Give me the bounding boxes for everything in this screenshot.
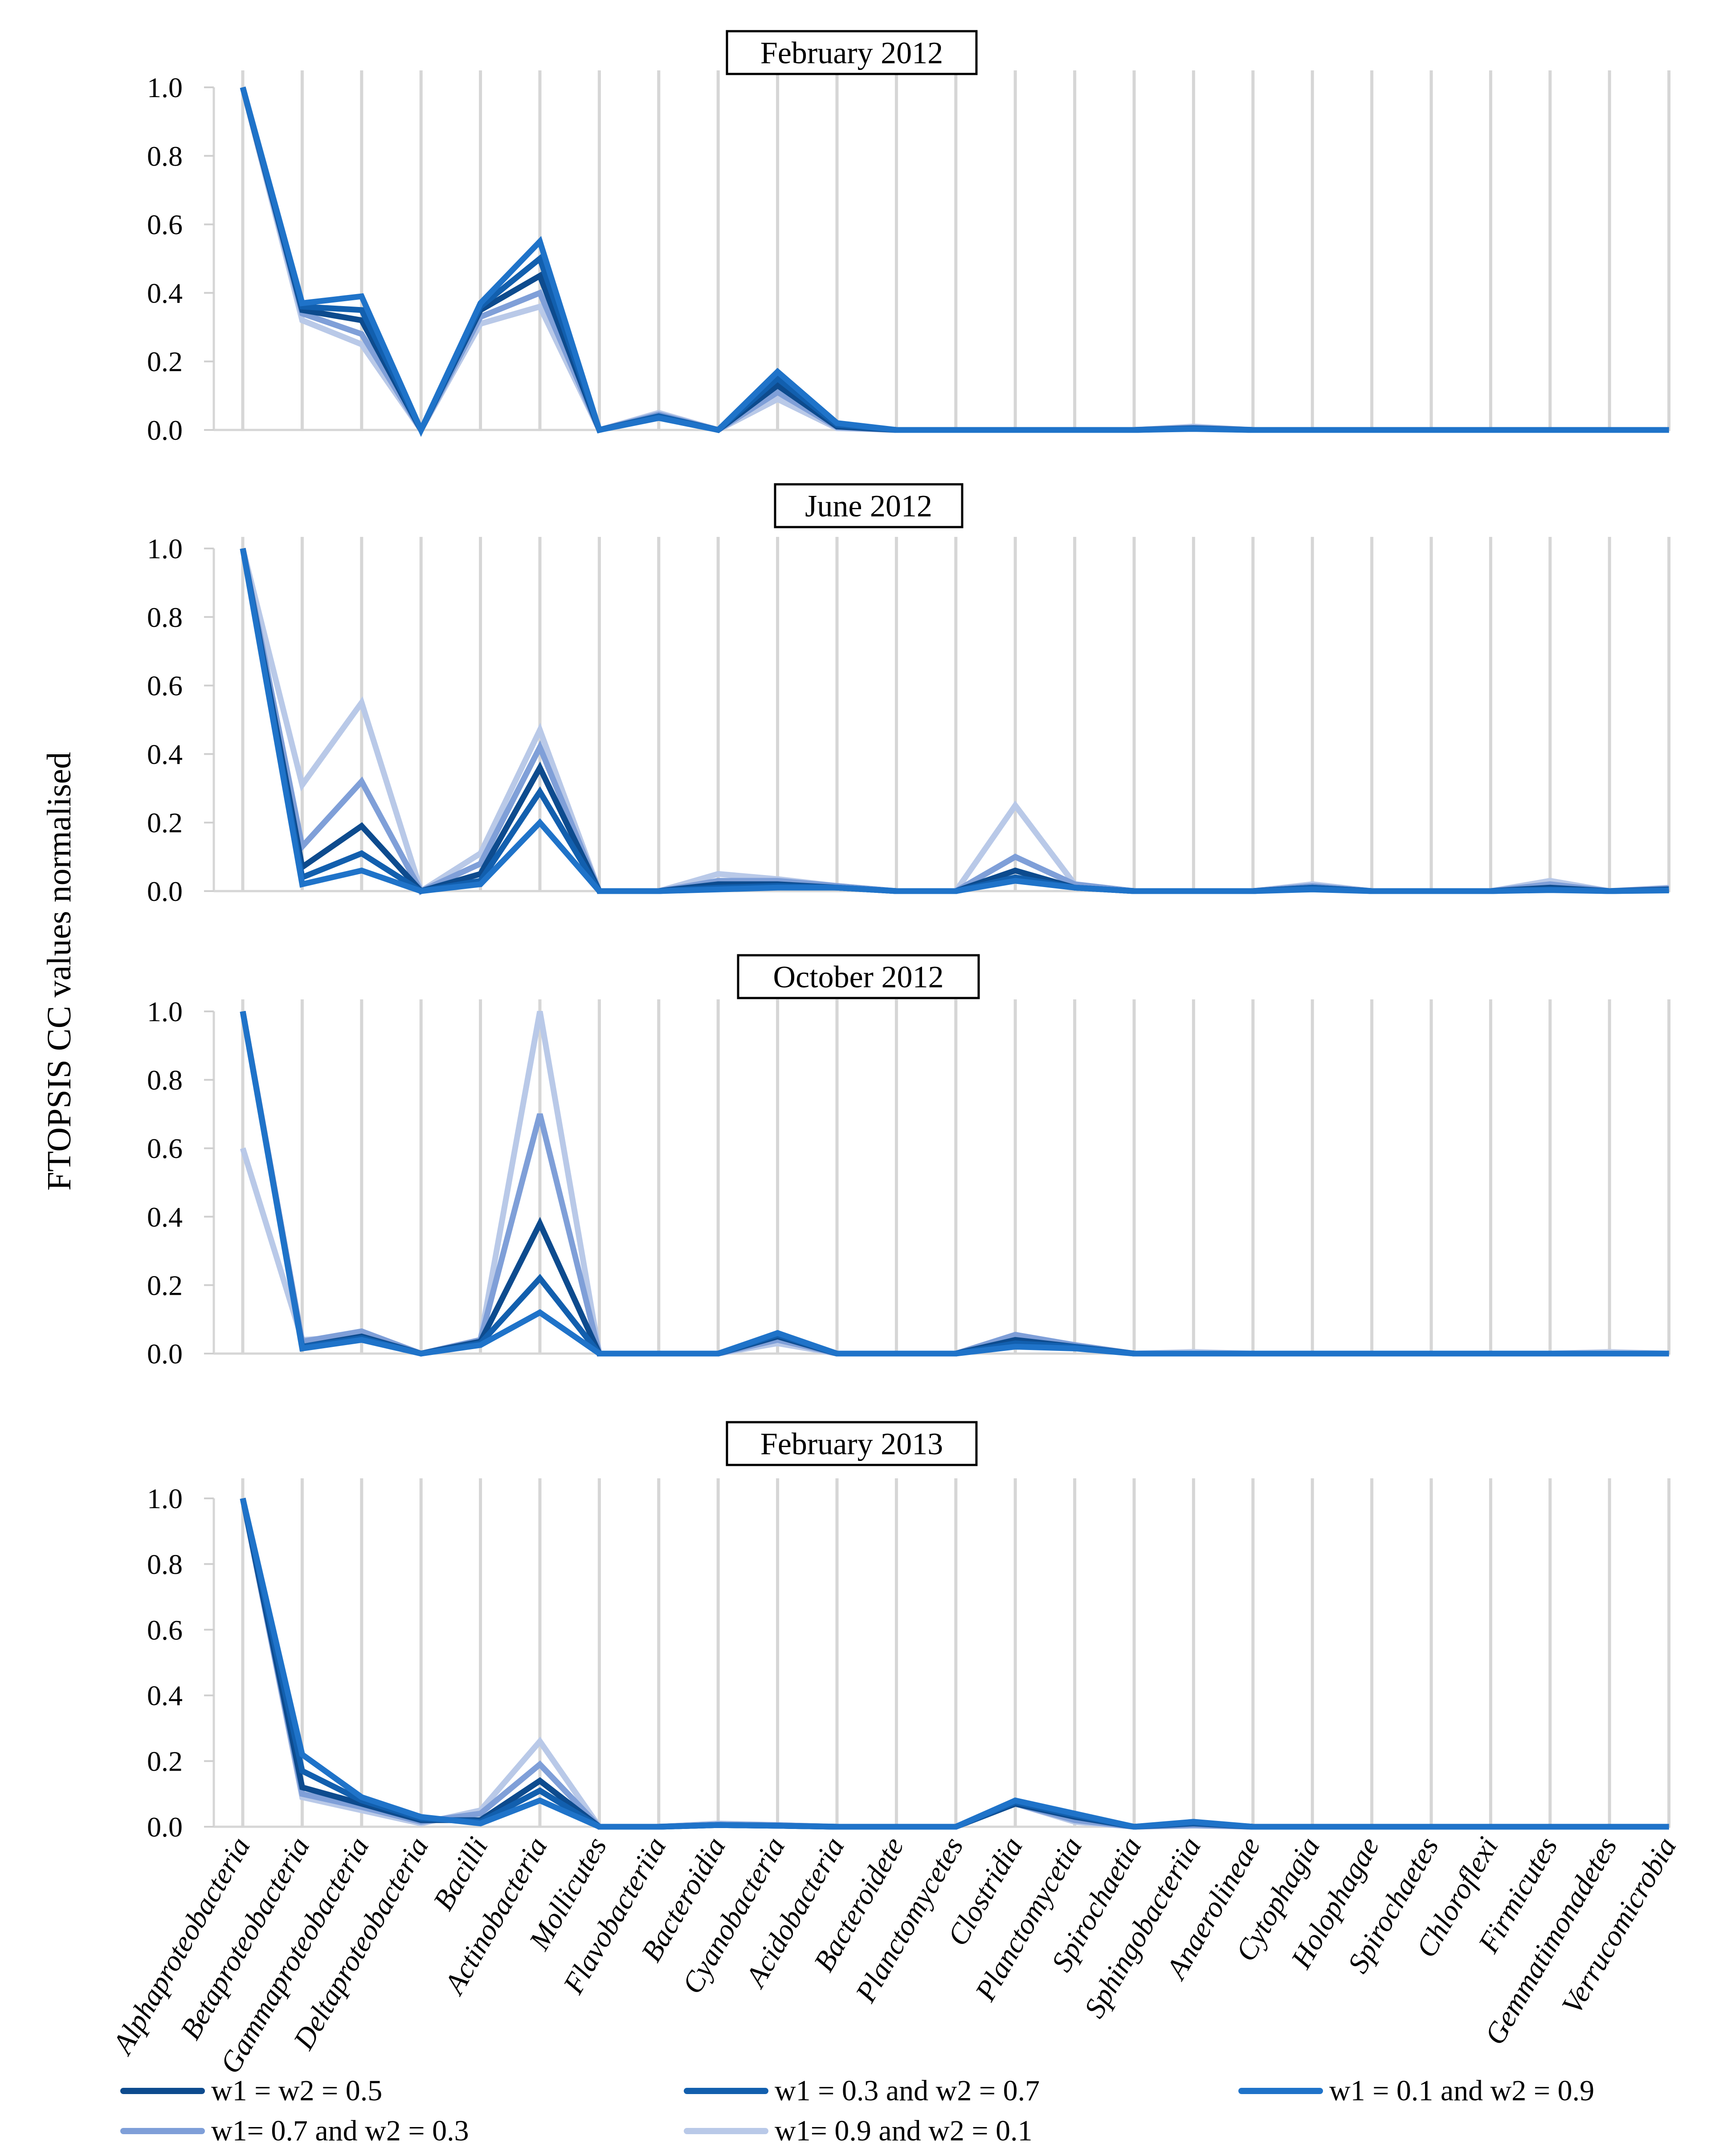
chart-title-box: [774, 483, 964, 528]
y-tick-label: 0.4: [147, 1201, 183, 1233]
y-tick-label: 0.2: [147, 807, 183, 839]
legend-label: w1 = 0.1 and w2 = 0.9: [1329, 2074, 1595, 2107]
chart-title-box: [726, 1421, 978, 1466]
legend-label: w1 = w2 = 0.5: [211, 2074, 383, 2107]
chart-panel-3: 0.0 0.2 0.4 0.6 0.8 1.0 October 2012: [147, 954, 1671, 1370]
series-line-3: [240, 548, 1669, 894]
y-tick-label: 1.0: [147, 533, 183, 565]
y-tick-label: 0.0: [147, 1811, 183, 1843]
legend-swatch: [1238, 2088, 1323, 2094]
series-line-3: [240, 1010, 1669, 1357]
chart-panel-2: 0.0 0.2 0.4 0.6 0.8 1.0 June 2012: [147, 483, 1671, 907]
chart-title: October 2012: [773, 960, 944, 994]
y-tick-label: 0.0: [147, 875, 183, 907]
chart-title: June 2012: [805, 489, 932, 524]
legend-swatch: [684, 2088, 768, 2094]
y-tick-label: 0.2: [147, 346, 183, 377]
y-tick-label: 0.8: [147, 1548, 183, 1580]
legend-label: w1= 0.9 and w2 = 0.1: [775, 2115, 1033, 2147]
legend-item: w1 = 0.1 and w2 = 0.9: [1238, 2071, 1594, 2111]
legend-swatch: [120, 2088, 205, 2094]
legend-item: w1 = 0.3 and w2 = 0.7: [684, 2071, 1040, 2111]
chart-panels: 0.0 0.2 0.4 0.6 0.8 1.0 February 2012 0.0 0.2 0.4…: [106, 30, 1683, 2079]
y-tick-label: 0.6: [147, 670, 183, 702]
y-tick-label: 0.0: [147, 1338, 183, 1370]
chart-title: February 2012: [760, 36, 943, 70]
y-tick-label: 0.4: [147, 277, 183, 309]
y-tick-label: 0.8: [147, 1064, 183, 1096]
legend-item: w1 = w2 = 0.5: [120, 2071, 382, 2111]
y-tick-label: 1.0: [147, 1483, 183, 1514]
chart-title-box: [726, 30, 978, 75]
legend-item: w1= 0.7 and w2 = 0.3: [120, 2111, 469, 2151]
chart-panel-4: 0.0 0.2 0.4 0.6 0.8 1.0 February 2013: [147, 1421, 1671, 1843]
y-tick-label: 0.8: [147, 140, 183, 172]
y-tick-label: 1.0: [147, 72, 183, 103]
legend-swatch: [684, 2128, 768, 2134]
legend-label: w1= 0.7 and w2 = 0.3: [211, 2115, 469, 2147]
legend-item: w1= 0.9 and w2 = 0.1: [684, 2111, 1033, 2151]
y-axis-title: FTOPSIS CC values normalised: [41, 752, 78, 1191]
y-tick-label: 1.0: [147, 996, 183, 1027]
y-tick-label: 0.8: [147, 601, 183, 633]
chart-title-box: [737, 954, 980, 999]
x-tick-labels: AlphaproteobacteriaBetaproteobacteriaGam…: [106, 1832, 1683, 2079]
y-tick-label: 0.4: [147, 738, 183, 770]
legend-label: w1 = 0.3 and w2 = 0.7: [775, 2074, 1040, 2107]
series-line-3: [240, 1497, 1669, 1830]
chart-panel-1: 0.0 0.2 0.4 0.6 0.8 1.0 February 2012: [147, 30, 1671, 446]
y-tick-label: 0.6: [147, 1614, 183, 1646]
y-tick-label: 0.0: [147, 414, 183, 446]
y-tick-label: 0.6: [147, 209, 183, 241]
y-tick-label: 0.2: [147, 1746, 183, 1777]
y-tick-label: 0.4: [147, 1680, 183, 1711]
series-line-3: [240, 86, 1669, 437]
legend-swatch: [120, 2128, 205, 2134]
chart-title: February 2013: [760, 1427, 943, 1461]
y-tick-label: 0.2: [147, 1269, 183, 1301]
y-tick-label: 0.6: [147, 1133, 183, 1164]
